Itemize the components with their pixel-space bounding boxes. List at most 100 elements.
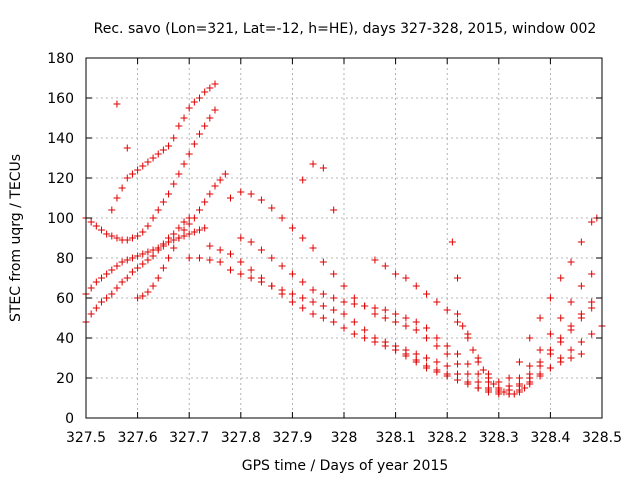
- x-tick-label: 327.7: [169, 430, 209, 446]
- data-point: [319, 302, 327, 310]
- data-point: [149, 282, 157, 290]
- data-point: [108, 290, 116, 298]
- data-point: [87, 284, 95, 292]
- series-track-k: [392, 238, 585, 398]
- data-point: [180, 218, 188, 226]
- data-point: [567, 346, 575, 354]
- data-point: [557, 334, 565, 342]
- data-point: [526, 370, 534, 378]
- data-point: [92, 278, 100, 286]
- data-point: [201, 224, 209, 232]
- data-points: [82, 80, 606, 398]
- data-point: [87, 310, 95, 318]
- data-point: [103, 230, 111, 238]
- data-point: [288, 270, 296, 278]
- x-tick-label: 327.9: [272, 430, 312, 446]
- data-point: [165, 254, 173, 262]
- data-point: [459, 322, 467, 330]
- data-point: [350, 330, 358, 338]
- data-point: [557, 314, 565, 322]
- data-point: [180, 114, 188, 122]
- data-point: [500, 388, 508, 396]
- data-point: [474, 378, 482, 386]
- data-point: [505, 374, 513, 382]
- data-point: [278, 290, 286, 298]
- data-point: [443, 306, 451, 314]
- data-point: [196, 130, 204, 138]
- data-point: [134, 232, 142, 240]
- data-point: [108, 206, 116, 214]
- data-point: [185, 254, 193, 262]
- y-tick-label: 120: [47, 171, 74, 187]
- data-point: [128, 268, 136, 276]
- data-point: [134, 252, 142, 260]
- data-point: [175, 122, 183, 130]
- data-point: [128, 234, 136, 242]
- x-tick-label: 328.3: [479, 430, 519, 446]
- series-track-i: [237, 234, 596, 392]
- data-point: [113, 100, 121, 108]
- data-point: [159, 198, 167, 206]
- data-point: [226, 250, 234, 258]
- data-point: [484, 386, 492, 394]
- y-tick-label: 140: [47, 131, 74, 147]
- data-point: [247, 238, 255, 246]
- x-tick-label: 328.1: [376, 430, 416, 446]
- data-point: [97, 226, 105, 234]
- data-point: [557, 358, 565, 366]
- data-point: [330, 306, 338, 314]
- data-point: [381, 262, 389, 270]
- data-point: [340, 298, 348, 306]
- data-point: [479, 366, 487, 374]
- data-point: [237, 188, 245, 196]
- data-point: [134, 294, 142, 302]
- data-point: [180, 232, 188, 240]
- data-point: [144, 288, 152, 296]
- data-point: [412, 350, 420, 358]
- data-point: [118, 278, 126, 286]
- data-point: [464, 380, 472, 388]
- data-point: [350, 300, 358, 308]
- data-point: [185, 230, 193, 238]
- data-point: [454, 274, 462, 282]
- data-point: [113, 194, 121, 202]
- data-point: [206, 256, 214, 264]
- data-point: [226, 194, 234, 202]
- data-point: [443, 370, 451, 378]
- data-point: [159, 146, 167, 154]
- data-point: [536, 314, 544, 322]
- data-point: [495, 378, 503, 386]
- data-point: [211, 106, 219, 114]
- data-point: [154, 274, 162, 282]
- data-point: [154, 150, 162, 158]
- data-point: [464, 330, 472, 338]
- data-point: [510, 390, 518, 398]
- data-point: [371, 310, 379, 318]
- data-point: [443, 350, 451, 358]
- data-point: [361, 326, 369, 334]
- data-point: [268, 254, 276, 262]
- y-tick-labels: 0 20 40 60 80 100 120 140 160 180: [47, 51, 74, 427]
- data-point: [381, 314, 389, 322]
- data-point: [180, 226, 188, 234]
- data-point: [211, 80, 219, 88]
- data-point: [226, 266, 234, 274]
- data-point: [170, 134, 178, 142]
- chart-title: Rec. savo (Lon=321, Lat=-12, h=HE), days…: [94, 21, 597, 37]
- data-point: [175, 170, 183, 178]
- data-point: [175, 234, 183, 242]
- data-point: [149, 252, 157, 260]
- data-point: [201, 88, 209, 96]
- data-point: [381, 342, 389, 350]
- data-point: [123, 256, 131, 264]
- data-point: [588, 304, 596, 312]
- data-point: [185, 220, 193, 228]
- data-point: [201, 198, 209, 206]
- data-point: [526, 334, 534, 342]
- data-point: [454, 310, 462, 318]
- y-axis-label: STEC from uqrg / TECUs: [8, 154, 24, 322]
- data-point: [340, 324, 348, 332]
- data-point: [371, 304, 379, 312]
- data-point: [128, 254, 136, 262]
- data-point: [288, 298, 296, 306]
